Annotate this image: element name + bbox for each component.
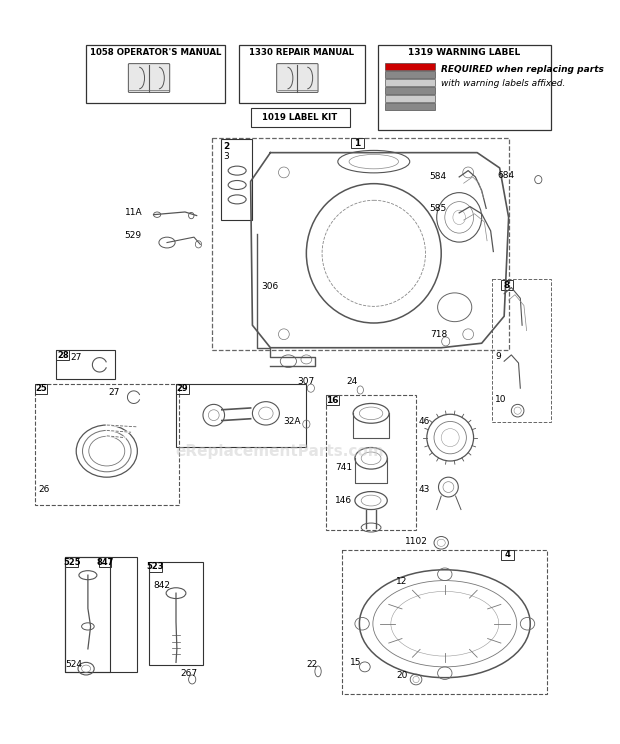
FancyBboxPatch shape	[128, 64, 170, 92]
Text: 27: 27	[71, 353, 82, 362]
Text: 11A: 11A	[125, 208, 143, 217]
Text: eReplacementParts.com: eReplacementParts.com	[175, 443, 384, 458]
Text: 8: 8	[503, 280, 510, 289]
Text: 15: 15	[350, 658, 361, 667]
Text: 267: 267	[180, 669, 198, 678]
Bar	[149, 562, 203, 665]
Bar	[56, 350, 115, 379]
Text: 12: 12	[396, 577, 407, 586]
Bar	[99, 557, 111, 567]
Bar	[502, 550, 514, 560]
Text: 20: 20	[396, 671, 407, 680]
Bar	[86, 45, 226, 103]
Bar	[386, 87, 435, 94]
Bar	[212, 138, 508, 350]
Text: 2: 2	[224, 142, 230, 151]
Text: 1058 OPERATOR'S MANUAL: 1058 OPERATOR'S MANUAL	[90, 48, 221, 57]
Bar	[386, 79, 435, 86]
Bar	[66, 557, 110, 673]
Text: 842: 842	[154, 582, 170, 591]
Bar	[250, 108, 350, 127]
Text: 27: 27	[108, 388, 120, 397]
Text: 1019 LABEL KIT: 1019 LABEL KIT	[262, 113, 338, 122]
Text: 1: 1	[355, 138, 361, 148]
Bar	[352, 138, 364, 148]
Text: 524: 524	[66, 660, 82, 669]
Text: 4: 4	[505, 551, 511, 559]
Text: 28: 28	[57, 351, 69, 360]
Text: 29: 29	[177, 384, 188, 393]
Bar	[342, 550, 547, 694]
Text: 16: 16	[326, 396, 339, 405]
Bar	[326, 395, 416, 530]
Bar	[386, 71, 435, 78]
Text: 1102: 1102	[405, 536, 428, 545]
Text: 24: 24	[347, 377, 358, 386]
Text: 525: 525	[63, 558, 81, 567]
Text: 529: 529	[125, 231, 142, 240]
Text: 741: 741	[335, 463, 352, 472]
Bar	[386, 95, 435, 102]
Text: 718: 718	[430, 330, 448, 339]
Text: 307: 307	[298, 377, 314, 386]
Text: 306: 306	[262, 282, 278, 291]
Bar	[35, 384, 48, 394]
Text: 22: 22	[306, 660, 317, 669]
Bar	[66, 557, 138, 673]
Bar	[176, 384, 188, 394]
Text: 146: 146	[335, 496, 352, 505]
Bar	[386, 103, 435, 110]
Text: 585: 585	[430, 204, 447, 213]
Text: 10: 10	[495, 395, 507, 405]
Text: 32A: 32A	[283, 417, 301, 426]
Bar	[500, 280, 513, 290]
Text: 26: 26	[38, 485, 50, 494]
Text: REQUIRED when replacing parts: REQUIRED when replacing parts	[441, 65, 604, 74]
Bar	[56, 350, 69, 360]
Bar	[326, 395, 339, 405]
Bar	[176, 384, 306, 446]
Bar	[35, 384, 179, 505]
Bar	[492, 278, 551, 423]
Text: 25: 25	[35, 384, 47, 393]
Text: with warning labels affixed.: with warning labels affixed.	[441, 79, 565, 88]
Text: 43: 43	[418, 485, 430, 494]
Bar	[221, 139, 252, 220]
Bar	[66, 557, 78, 567]
Bar	[378, 45, 551, 130]
Text: 523: 523	[146, 562, 164, 571]
Text: 1319 WARNING LABEL: 1319 WARNING LABEL	[409, 48, 521, 57]
Text: 3: 3	[224, 152, 229, 161]
Text: 9: 9	[495, 352, 501, 362]
Text: 684: 684	[498, 170, 515, 179]
FancyBboxPatch shape	[277, 64, 318, 92]
Text: 1330 REPAIR MANUAL: 1330 REPAIR MANUAL	[249, 48, 355, 57]
Text: 46: 46	[418, 417, 430, 426]
Text: 584: 584	[430, 173, 446, 182]
Bar	[239, 45, 365, 103]
Text: 847: 847	[96, 558, 113, 567]
Bar	[386, 62, 435, 70]
Bar	[149, 562, 162, 571]
